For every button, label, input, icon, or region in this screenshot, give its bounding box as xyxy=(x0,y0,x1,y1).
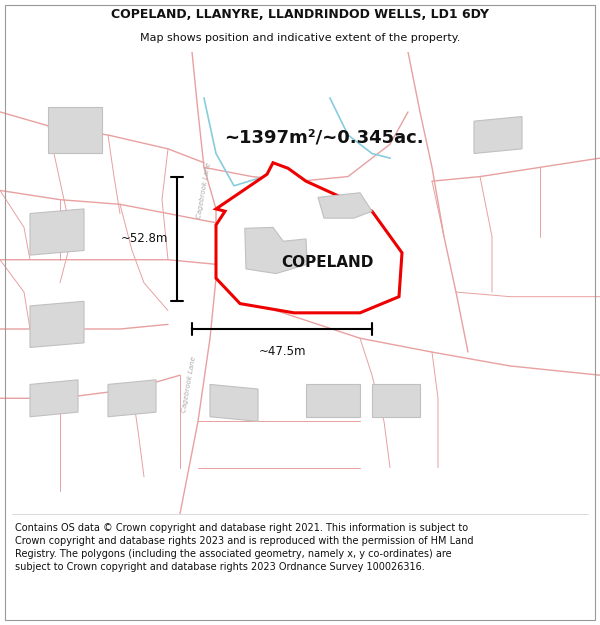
Polygon shape xyxy=(245,228,307,274)
Text: Cagebrook Lane: Cagebrook Lane xyxy=(196,162,212,219)
Text: COPELAND, LLANYRE, LLANDRINDOD WELLS, LD1 6DY: COPELAND, LLANYRE, LLANDRINDOD WELLS, LD… xyxy=(111,8,489,21)
Text: ~47.5m: ~47.5m xyxy=(258,345,306,358)
Text: ~52.8m: ~52.8m xyxy=(121,232,168,246)
Text: Cagebrook Lane: Cagebrook Lane xyxy=(181,356,197,413)
Text: ~1397m²/~0.345ac.: ~1397m²/~0.345ac. xyxy=(224,128,424,146)
Polygon shape xyxy=(30,209,84,255)
Polygon shape xyxy=(474,116,522,154)
Polygon shape xyxy=(372,384,420,417)
Polygon shape xyxy=(30,380,78,417)
Polygon shape xyxy=(108,380,156,417)
Polygon shape xyxy=(30,301,84,348)
Polygon shape xyxy=(306,384,360,417)
Text: Contains OS data © Crown copyright and database right 2021. This information is : Contains OS data © Crown copyright and d… xyxy=(15,522,473,572)
Polygon shape xyxy=(210,384,258,421)
Polygon shape xyxy=(318,192,372,218)
Text: Map shows position and indicative extent of the property.: Map shows position and indicative extent… xyxy=(140,33,460,43)
Polygon shape xyxy=(216,162,402,313)
Polygon shape xyxy=(48,107,102,154)
Text: COPELAND: COPELAND xyxy=(281,254,373,269)
